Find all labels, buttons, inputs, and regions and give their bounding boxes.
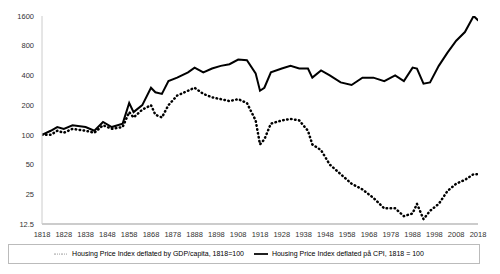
svg-text:1938: 1938 xyxy=(295,230,312,239)
svg-text:1868: 1868 xyxy=(143,230,160,239)
svg-text:100: 100 xyxy=(21,131,34,140)
svg-text:2008: 2008 xyxy=(448,230,465,239)
svg-text:800: 800 xyxy=(21,41,34,50)
svg-text:200: 200 xyxy=(21,101,34,110)
svg-text:25: 25 xyxy=(26,190,34,199)
svg-text:1828: 1828 xyxy=(55,230,72,239)
svg-text:1978: 1978 xyxy=(382,230,399,239)
svg-text:1928: 1928 xyxy=(273,230,290,239)
svg-text:1878: 1878 xyxy=(164,230,181,239)
svg-text:2018: 2018 xyxy=(470,230,487,239)
svg-text:1908: 1908 xyxy=(230,230,247,239)
html-text:Housing Price Index deflated b: Housing Price Index deflated by GDP/capi… xyxy=(72,249,244,257)
svg-text:1948: 1948 xyxy=(317,230,334,239)
svg-text:1600: 1600 xyxy=(17,12,34,21)
svg-text:1988: 1988 xyxy=(404,230,421,239)
svg-text:1818: 1818 xyxy=(34,230,51,239)
svg-text:12.5: 12.5 xyxy=(19,220,34,229)
svg-text:1888: 1888 xyxy=(186,230,203,239)
svg-text:1998: 1998 xyxy=(426,230,443,239)
svg-text:1958: 1958 xyxy=(339,230,356,239)
svg-text:50: 50 xyxy=(26,160,34,169)
svg-text:1838: 1838 xyxy=(77,230,94,239)
svg-text:1848: 1848 xyxy=(99,230,116,239)
svg-text:1968: 1968 xyxy=(361,230,378,239)
svg-text:1918: 1918 xyxy=(252,230,269,239)
svg-text:1898: 1898 xyxy=(208,230,225,239)
svg-text:400: 400 xyxy=(21,71,34,80)
svg-text:1858: 1858 xyxy=(121,230,138,239)
html-text:Housing Price Index deflated p: Housing Price Index deflated på CPI, 181… xyxy=(271,249,424,257)
